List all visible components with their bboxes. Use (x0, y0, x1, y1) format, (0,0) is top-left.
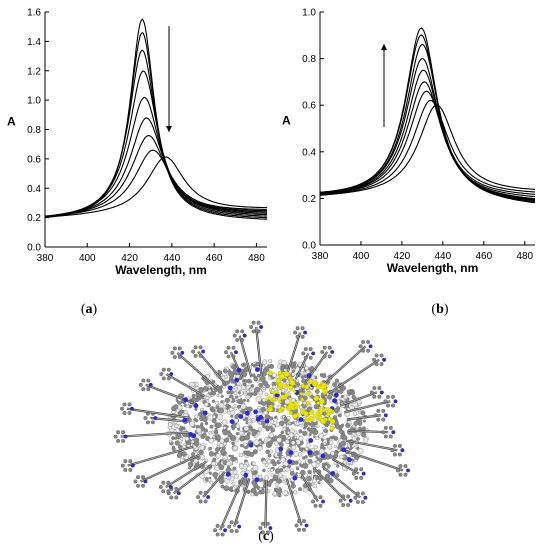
x-tick-label: 420 (394, 251, 411, 262)
y-tick-label: 0.6 (302, 101, 316, 112)
series-line-2 (44, 32, 268, 219)
series-line-5 (44, 96, 267, 217)
series-line-9 (44, 156, 267, 218)
series-line-7 (319, 43, 536, 202)
x-tick-label: 420 (121, 253, 138, 264)
chart-b: 380 400 420 440 460 480 0.0 0.2 0.4 0.6 0.8 1.0 Wave… (282, 8, 536, 275)
x-tick-label: 440 (435, 251, 452, 262)
panel-label-b: (b) (431, 302, 448, 317)
y-tick-label: 0.8 (302, 54, 316, 65)
x-axis-label: Wavelength, nm (115, 263, 207, 277)
x-tick-label: 440 (164, 253, 181, 264)
series-line-9 (319, 27, 536, 204)
series-line-1 (319, 104, 536, 196)
trend-arrow-head (166, 126, 172, 132)
y-tick-label: 1.2 (27, 66, 41, 77)
y-tick-label: 0.8 (27, 125, 41, 136)
panel-label-a: (a) (81, 302, 98, 317)
y-tick-label: 1.6 (27, 8, 41, 19)
series-line-8 (44, 149, 267, 217)
trend-arrow-head (381, 44, 387, 50)
series-line-3 (319, 90, 536, 195)
y-tick-label: 0.4 (302, 147, 316, 158)
x-tick-label: 380 (37, 253, 54, 264)
x-tick-label: 480 (248, 253, 265, 264)
x-axis-label: Wavelength, nm (387, 261, 479, 275)
y-tick-label: 1.0 (27, 96, 41, 107)
chart-a: 380 400 420 440 460 480 0.0 0.2 0.4 0.6 0.8 1.0 1.2 1… (7, 8, 268, 277)
y-axis-label: A (282, 114, 291, 128)
x-tick-label: 460 (475, 251, 492, 262)
y-tick-label: 0.0 (27, 243, 41, 254)
series-line-2 (320, 99, 536, 196)
molecular-structure-image (113, 320, 410, 537)
series-line-6 (319, 57, 536, 201)
y-tick-label: 0.6 (27, 154, 41, 165)
y-tick-label: 0.2 (302, 194, 316, 205)
y-tick-label: 1.4 (27, 37, 41, 48)
y-tick-label: 0.2 (27, 213, 41, 224)
y-tick-label: 0.0 (302, 241, 316, 252)
series-line-3 (44, 49, 267, 218)
x-tick-label: 400 (79, 253, 96, 264)
panel-label-c: (c) (258, 529, 274, 544)
x-tick-label: 380 (312, 251, 329, 262)
x-tick-label: 480 (516, 251, 533, 262)
x-tick-label: 400 (353, 251, 370, 262)
series-line-4 (319, 81, 536, 198)
series-line-5 (319, 69, 536, 200)
series-line-7 (44, 135, 267, 218)
y-tick-label: 1.0 (302, 8, 316, 19)
y-axis-label: A (7, 115, 16, 129)
x-tick-label: 460 (206, 253, 223, 264)
series-line-6 (44, 117, 267, 218)
y-tick-label: 0.4 (27, 184, 41, 195)
